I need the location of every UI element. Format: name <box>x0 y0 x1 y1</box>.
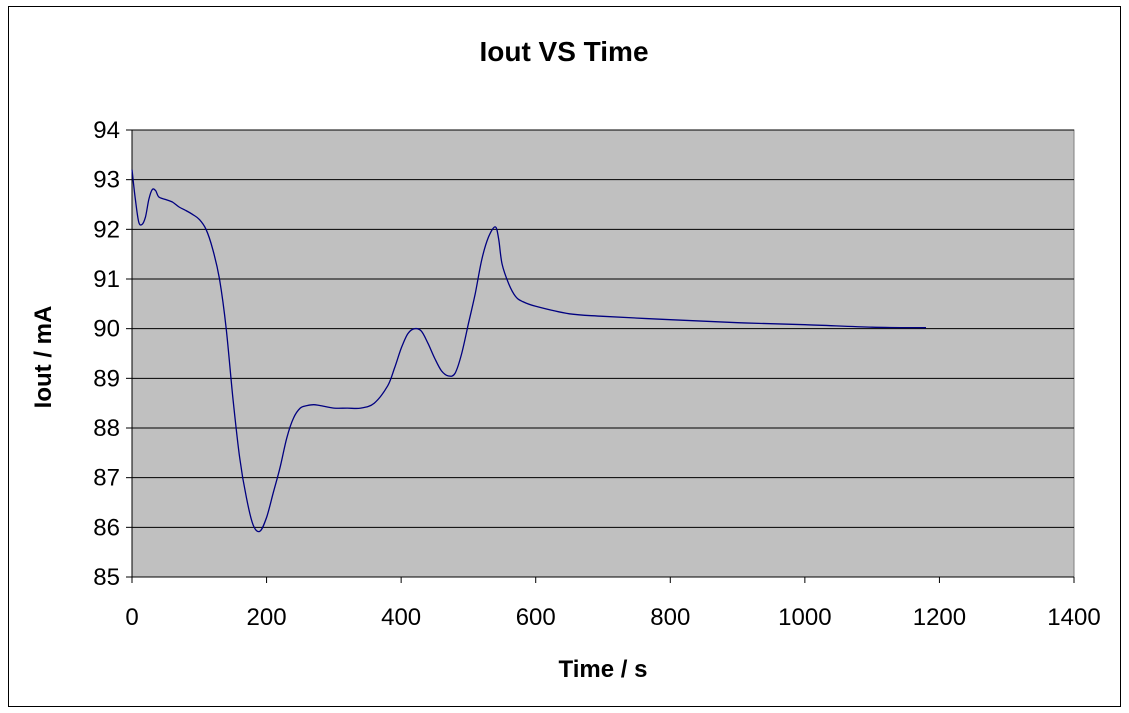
y-tick-label: 91 <box>93 266 120 293</box>
x-tick-label: 800 <box>650 604 690 631</box>
gridlines <box>132 129 1074 528</box>
y-tick-label: 86 <box>93 514 120 541</box>
y-tick-label: 90 <box>93 316 120 343</box>
x-axis-ticks: 0 200 400 600 800 1000 1200 1400 <box>125 577 1101 631</box>
y-tick-label: 85 <box>93 564 120 591</box>
x-tick-label: 1400 <box>1047 604 1100 631</box>
x-tick-label: 600 <box>516 604 556 631</box>
x-tick-label: 200 <box>247 604 287 631</box>
axes <box>131 130 1074 578</box>
x-tick-label: 1200 <box>913 604 966 631</box>
y-tick-label: 93 <box>93 167 120 194</box>
series-line-iout <box>131 169 927 533</box>
y-axis-label: Iout / mA <box>30 306 57 409</box>
plot-area <box>131 129 1075 578</box>
y-tick-label: 87 <box>93 465 120 492</box>
y-tick-label: 92 <box>93 216 120 243</box>
y-tick-label: 88 <box>93 415 120 442</box>
chart-title: Iout VS Time <box>479 36 648 67</box>
y-tick-label: 94 <box>93 117 120 144</box>
chart-frame: Iout VS Time 0 200 400 600 800 1000 1200 1400 8… <box>8 6 1121 707</box>
x-tick-label: 1000 <box>778 604 831 631</box>
y-axis-ticks: 85 86 87 88 89 90 91 92 93 94 <box>93 117 132 591</box>
x-tick-label: 0 <box>125 604 138 631</box>
line-chart: Iout VS Time 0 200 400 600 800 1000 1200 1400 8… <box>30 36 1101 683</box>
x-axis-label: Time / s <box>559 656 648 683</box>
y-tick-label: 89 <box>93 365 120 392</box>
x-tick-label: 400 <box>381 604 421 631</box>
